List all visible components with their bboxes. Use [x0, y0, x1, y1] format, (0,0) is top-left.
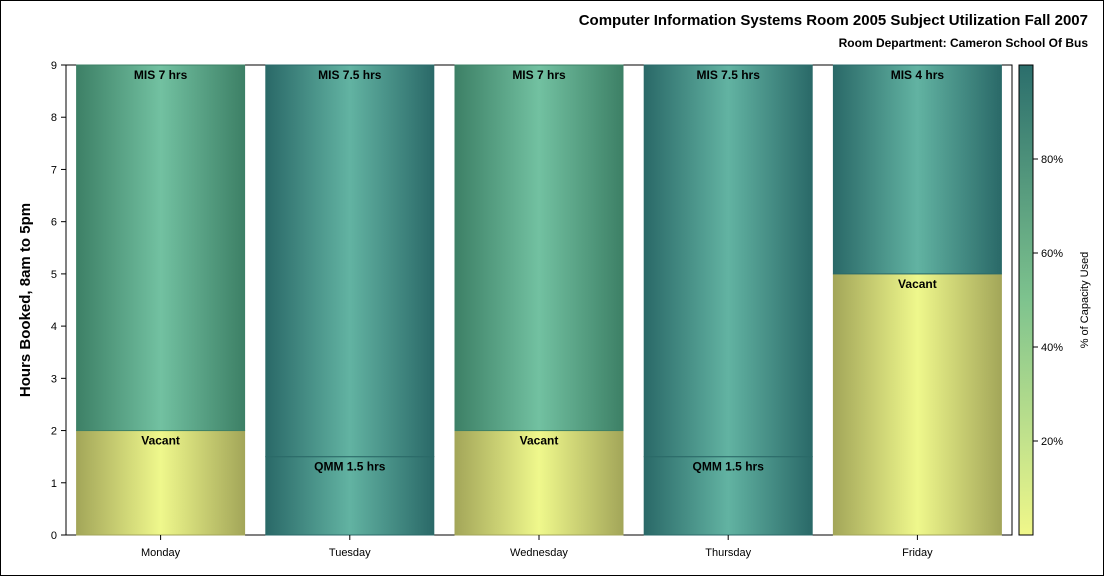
colorbar-title: % of Capacity Used	[1079, 252, 1091, 349]
bar-segment-label: MIS 7 hrs	[134, 68, 188, 82]
bar-segment-label: MIS 7 hrs	[512, 68, 566, 82]
y-axis: 0 1 2 3 4 5 6 7 8 9	[51, 60, 66, 542]
bars-group: Vacant MIS 7 hrs QMM 1.5 hrs MIS 7.5 hrs Vac…	[76, 64, 1002, 536]
colorbar-tick-label: 80%	[1041, 154, 1063, 166]
x-tick-label: Thursday	[705, 547, 751, 559]
bar-segment-label: MIS 7.5 hrs	[318, 68, 382, 82]
colorbar-legend: 20% 40% 60% 80% % of Capacity Used	[1018, 64, 1091, 536]
bar-segment-label: Vacant	[141, 434, 180, 448]
colorbar-tick-label: 20%	[1041, 436, 1063, 448]
x-tick-label: Friday	[902, 547, 933, 559]
y-tick-label: 0	[51, 530, 57, 542]
bar-segment-label: QMM 1.5 hrs	[693, 460, 765, 474]
x-tick-label: Wednesday	[510, 547, 568, 559]
bar-segment	[265, 64, 435, 458]
y-tick-label: 6	[51, 217, 57, 229]
y-axis-title: Hours Booked, 8am to 5pm	[17, 203, 34, 397]
x-tick-label: Monday	[141, 547, 181, 559]
bar-segment	[265, 456, 435, 536]
y-tick-label: 5	[51, 269, 57, 281]
colorbar-tick-label: 60%	[1041, 248, 1063, 260]
y-tick-label: 7	[51, 164, 57, 176]
bar-segment	[76, 64, 246, 432]
bar-segment-label: MIS 4 hrs	[891, 68, 945, 82]
y-tick-label: 1	[51, 478, 57, 490]
bar-segment-label: QMM 1.5 hrs	[314, 460, 386, 474]
y-tick-label: 2	[51, 426, 57, 438]
colorbar	[1018, 64, 1034, 536]
bar-segment	[643, 64, 813, 458]
bar-segment	[76, 430, 246, 536]
bar-segment-label: Vacant	[898, 277, 937, 291]
bar-segment	[832, 273, 1002, 536]
bar-segment-label: Vacant	[520, 434, 559, 448]
y-tick-label: 9	[51, 60, 57, 72]
chart-title: Computer Information Systems Room 2005 S…	[578, 12, 1088, 29]
y-tick-label: 8	[51, 112, 57, 124]
x-axis: Monday Tuesday Wednesday Thursday Friday	[141, 535, 933, 559]
bar-segment	[454, 64, 624, 432]
bar-segment-label: MIS 7.5 hrs	[697, 68, 761, 82]
chart-subtitle: Room Department: Cameron School Of Bus	[838, 36, 1088, 50]
y-tick-label: 3	[51, 373, 57, 385]
x-tick-label: Tuesday	[329, 547, 371, 559]
bar-segment	[832, 64, 1002, 275]
colorbar-tick-label: 40%	[1041, 342, 1063, 354]
y-tick-label: 4	[51, 321, 57, 333]
